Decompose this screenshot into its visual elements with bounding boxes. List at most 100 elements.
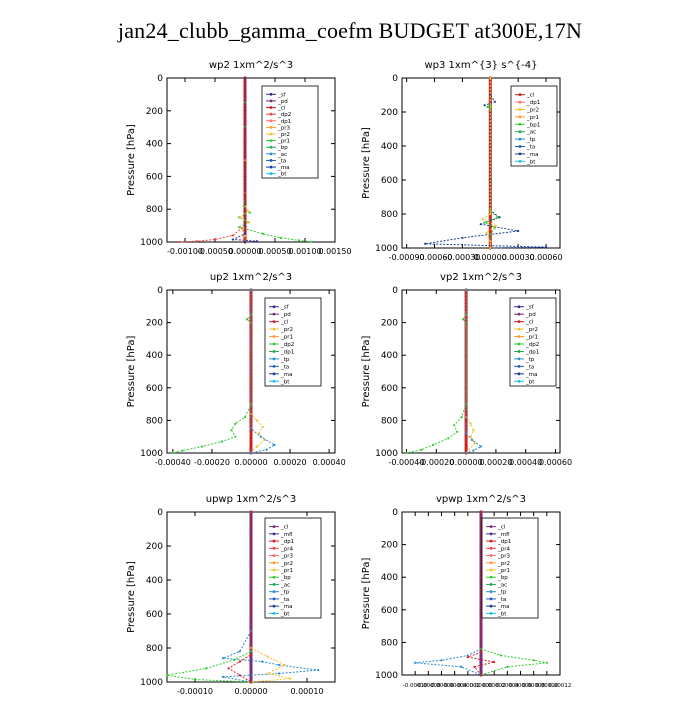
series-point	[464, 288, 468, 292]
series-point	[494, 224, 497, 227]
legend-marker	[517, 312, 521, 316]
legend-marker	[517, 335, 521, 338]
series-point	[244, 416, 247, 419]
legend-label: _pr1	[277, 139, 290, 145]
series-point	[517, 229, 520, 233]
series-point	[255, 419, 258, 422]
legend-marker	[489, 525, 493, 529]
series-point	[283, 663, 286, 667]
series-point	[466, 654, 469, 657]
y-tick-label: 400	[381, 351, 398, 361]
legend-marker	[518, 137, 522, 141]
y-tick-label: 0	[392, 508, 398, 518]
y-tick-label: 1000	[375, 244, 398, 254]
series-point	[249, 646, 253, 650]
y-tick-label: 400	[381, 142, 398, 152]
legend-label: _sf	[277, 92, 287, 98]
legend: _cl_dp1 _pr2_pr1_bp1 _ac_tp _ta_ma_bt	[510, 85, 558, 167]
y-tick-label: 600	[146, 610, 163, 620]
legend-label: _pr2	[497, 561, 510, 567]
legend-marker	[518, 122, 522, 126]
legend-marker	[269, 132, 273, 136]
legend-marker	[272, 561, 276, 565]
legend-marker	[269, 145, 273, 149]
x-tick-label: 0.00004	[496, 683, 519, 689]
x-tick-label: -0.00040	[388, 458, 424, 467]
x-tick-label: 0.00060	[530, 253, 563, 262]
series-point	[231, 238, 235, 241]
legend-marker	[489, 583, 493, 586]
legend-label: _cl	[497, 525, 506, 531]
series-point	[249, 386, 253, 390]
x-tick-label: -0.00050	[197, 247, 233, 256]
legend-marker	[517, 342, 521, 346]
series-point	[243, 92, 247, 96]
chart-panel-1: wp2 1xm^2/s^3 Pressure [hPa] 0 200 400 600 800…	[126, 60, 352, 256]
chart-title: up2 1xm^2/s^3	[210, 272, 292, 283]
legend-marker	[272, 590, 276, 594]
x-tick-label: 0.00010	[535, 683, 558, 689]
series-point	[234, 422, 237, 425]
chart-title: wp3 1xm^{3} s^{-4}	[424, 60, 537, 71]
legend-marker	[489, 590, 493, 594]
y-tick-label: 200	[146, 107, 163, 117]
y-axis-label: Pressure [hPa]	[361, 558, 372, 630]
series-point	[479, 445, 483, 448]
series-point	[489, 76, 492, 80]
legend-marker	[272, 350, 276, 353]
x-tick-label: 0.00040	[509, 458, 542, 467]
y-tick-label: 800	[146, 416, 163, 426]
legend-label: _pr4	[497, 546, 511, 552]
legend-label: _mfl	[497, 532, 510, 538]
chart-panel-2: wp3 1xm^{3} s^{-4} Pressure [hPa] 0 200 400 6…	[361, 60, 563, 262]
legend-label: _dp1	[277, 119, 291, 125]
legend-label: _bp	[277, 145, 288, 151]
series-line	[166, 512, 252, 683]
series-line	[465, 290, 482, 454]
series-point	[261, 425, 264, 429]
y-tick-label: 0	[157, 286, 163, 296]
legend-label: _ma	[497, 604, 509, 610]
legend-marker	[489, 568, 493, 572]
legend-label: _bt	[277, 172, 287, 178]
series-point	[243, 224, 247, 227]
x-tick-label: 0.00010	[290, 687, 323, 696]
series-point	[249, 650, 253, 653]
series-point	[234, 435, 237, 438]
series-point	[297, 239, 301, 242]
series-point	[177, 240, 181, 244]
figure-title: jan24_clubb_gamma_coefm BUDGET at300E,17…	[117, 18, 583, 43]
x-tick-label: 0.00000	[474, 253, 507, 262]
series-point	[221, 657, 225, 660]
series-point	[238, 674, 241, 677]
series-point	[479, 651, 483, 654]
series-point	[472, 429, 475, 432]
legend-label: _tp	[280, 357, 290, 363]
series-point	[249, 451, 253, 455]
y-tick-label: 200	[381, 108, 398, 118]
series-point	[489, 104, 492, 107]
legend-marker	[272, 546, 276, 550]
series-point	[201, 445, 204, 448]
legend-label: _bp	[497, 575, 508, 581]
series-point	[420, 448, 423, 451]
legend-label: _ma	[280, 372, 292, 378]
legend-marker	[272, 342, 276, 346]
x-tick-label: -0.00010	[403, 683, 428, 689]
series-point	[193, 678, 197, 681]
legend-label: _pr1	[280, 568, 293, 574]
y-tick-label: 200	[381, 319, 398, 329]
series-point	[464, 313, 468, 316]
x-tick-label: 0.00040	[313, 458, 346, 467]
legend-label: _bp1	[526, 122, 540, 128]
legend-marker	[272, 597, 276, 601]
plot-frame	[401, 289, 561, 454]
legend-label: _pr2	[277, 132, 290, 138]
y-tick-label: 800	[381, 210, 398, 220]
legend-box	[510, 85, 558, 167]
legend-marker	[489, 604, 493, 608]
legend: _sf_pd _cl_pr2 _pr1_dp2_dp1 _tp_ta _ma_bt	[509, 297, 557, 387]
legend: _sf_pd _cl_pr2 _pr1_dp2_dp1 _tp_ta _ma_bt	[264, 297, 322, 387]
series-point	[481, 218, 484, 221]
